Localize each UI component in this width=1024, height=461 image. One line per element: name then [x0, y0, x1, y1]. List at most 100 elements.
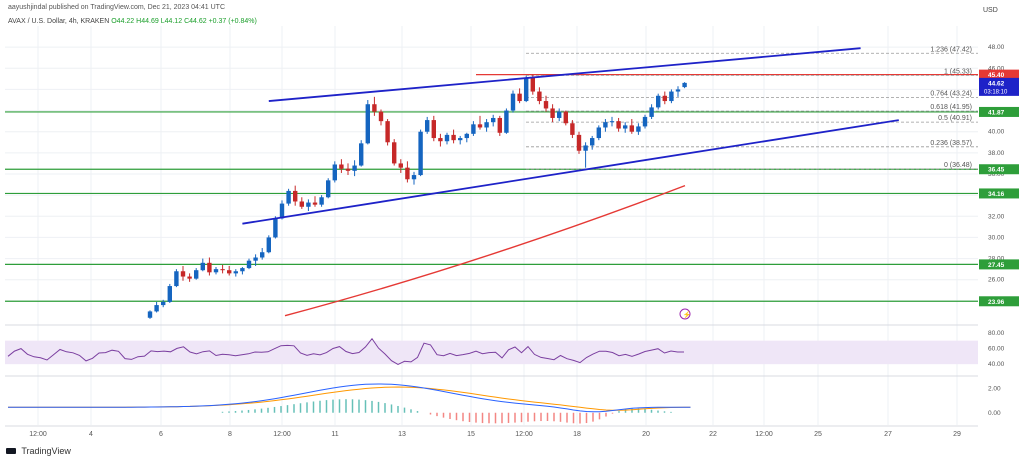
rsi-tick-label: 40.00 — [988, 361, 1005, 368]
grid-lines — [5, 26, 978, 425]
candle-body — [319, 197, 324, 205]
candle-body — [299, 201, 304, 207]
level-tag — [979, 164, 1019, 175]
candle-body — [458, 138, 463, 141]
candle-body — [161, 301, 166, 306]
level-tag-label: 36.45 — [988, 167, 1005, 174]
candle-body — [510, 93, 516, 111]
countdown-label: 03:18:10 — [984, 89, 1008, 95]
time-tick-label: 12:00 — [29, 431, 47, 438]
candle-body — [194, 270, 199, 279]
candle-body — [675, 89, 681, 92]
candle-body — [576, 134, 582, 151]
candle-body — [352, 165, 357, 171]
indicator-panels — [5, 324, 978, 424]
candle-body — [583, 145, 588, 151]
candle-body — [345, 168, 351, 171]
candle-body — [326, 180, 331, 198]
candle-body — [405, 167, 410, 180]
candle-body — [187, 276, 192, 279]
candle-body — [550, 108, 555, 118]
price-tick-label: 32.00 — [988, 213, 1005, 220]
candle-body — [669, 91, 674, 102]
candle-body — [484, 122, 489, 128]
candle-body — [425, 120, 430, 132]
ohlc-open: O44.22 — [111, 18, 135, 25]
candle-body — [682, 82, 687, 88]
candle-body — [636, 126, 641, 132]
publisher-line: aayushjindal published on TradingView.co… — [8, 4, 226, 11]
candle-body — [563, 111, 568, 124]
macd-tick-label: 2.00 — [988, 385, 1001, 392]
level-tag — [979, 188, 1019, 199]
candle-body — [213, 269, 219, 273]
candle-body — [253, 257, 258, 261]
candle-body — [240, 268, 245, 272]
candle-body — [596, 127, 601, 139]
time-axis: 12:00 4 6 8 12:00 11 13 15 12:00 18 20 22 12:00 25 27 2… — [5, 425, 978, 438]
ohlc-high: H44.69 — [136, 18, 159, 25]
candle-body — [398, 163, 403, 168]
time-tick-label: 15 — [467, 431, 475, 438]
candle-body — [286, 190, 291, 204]
time-tick-label: 25 — [814, 431, 822, 438]
ohlc-close: C44.62 — [184, 18, 207, 25]
time-tick-label: 12:00 — [755, 431, 773, 438]
channel-lines — [242, 47, 899, 225]
price-axis: 24.0026.0028.0030.0032.0034.0036.0038.00… — [979, 44, 1019, 417]
rsi-line — [7, 337, 684, 365]
alert-icon[interactable]: ⚡ — [679, 308, 692, 320]
rsi-tick-label: 80.00 — [988, 330, 1005, 337]
candle-body — [471, 124, 476, 134]
fibonacci-levels: 1.236 (47.42) 1 (45.33) 0.764 (43.24) 0.618… — [526, 46, 978, 170]
level-tag-label: 34.16 — [988, 191, 1005, 198]
candle-body — [293, 190, 298, 202]
fib-label: 0.618 (41.95) — [930, 104, 972, 111]
candle-body — [260, 252, 265, 258]
level-tag — [979, 259, 1019, 270]
ma-line — [284, 184, 686, 317]
rsi-tick-label: 60.00 — [988, 346, 1005, 353]
time-tick-label: 4 — [89, 431, 93, 438]
currency-label: USD — [983, 7, 998, 14]
candle-body — [207, 262, 212, 273]
candle-body — [154, 305, 159, 312]
candle-body — [543, 101, 549, 109]
candle-body — [180, 271, 186, 277]
level-tag-label: 27.45 — [988, 262, 1005, 269]
price-change: +0.37 (+0.84%) — [208, 18, 257, 25]
candle-body — [477, 124, 483, 128]
price-tick-label: 48.00 — [988, 44, 1005, 51]
price-tick-label: 26.00 — [988, 277, 1005, 284]
candle-body — [662, 95, 667, 102]
channel-upper-line — [268, 47, 861, 102]
time-tick-label: 12:00 — [515, 431, 533, 438]
time-tick-label: 12:00 — [273, 431, 291, 438]
fib-label: 0.236 (38.57) — [930, 140, 972, 147]
channel-lower-line — [242, 119, 899, 225]
brand-footer: TradingView — [6, 446, 71, 456]
candle-body — [537, 91, 542, 102]
price-tick-label: 46.00 — [988, 65, 1005, 72]
candle-body — [609, 121, 615, 123]
candles — [147, 74, 687, 319]
moving-average — [284, 184, 686, 317]
candle-body — [603, 122, 608, 128]
time-tick-label: 20 — [642, 431, 650, 438]
candle-body — [365, 104, 370, 144]
candle-body — [629, 125, 634, 132]
candle-body — [530, 77, 535, 92]
candle-body — [524, 77, 529, 102]
svg-text:⚡: ⚡ — [683, 310, 692, 319]
candle-body — [147, 311, 153, 318]
macd-line — [8, 383, 691, 413]
fib-label: 0.764 (43.24) — [930, 90, 972, 97]
macd-tick-label: 0.00 — [988, 410, 1001, 417]
brand-label: TradingView — [21, 446, 71, 456]
fib-label: 0 (36.48) — [944, 162, 972, 169]
candle-body — [649, 107, 654, 117]
candle-body — [312, 202, 318, 205]
level-tag-label: 41.87 — [988, 109, 1005, 116]
candle-body — [497, 117, 502, 133]
